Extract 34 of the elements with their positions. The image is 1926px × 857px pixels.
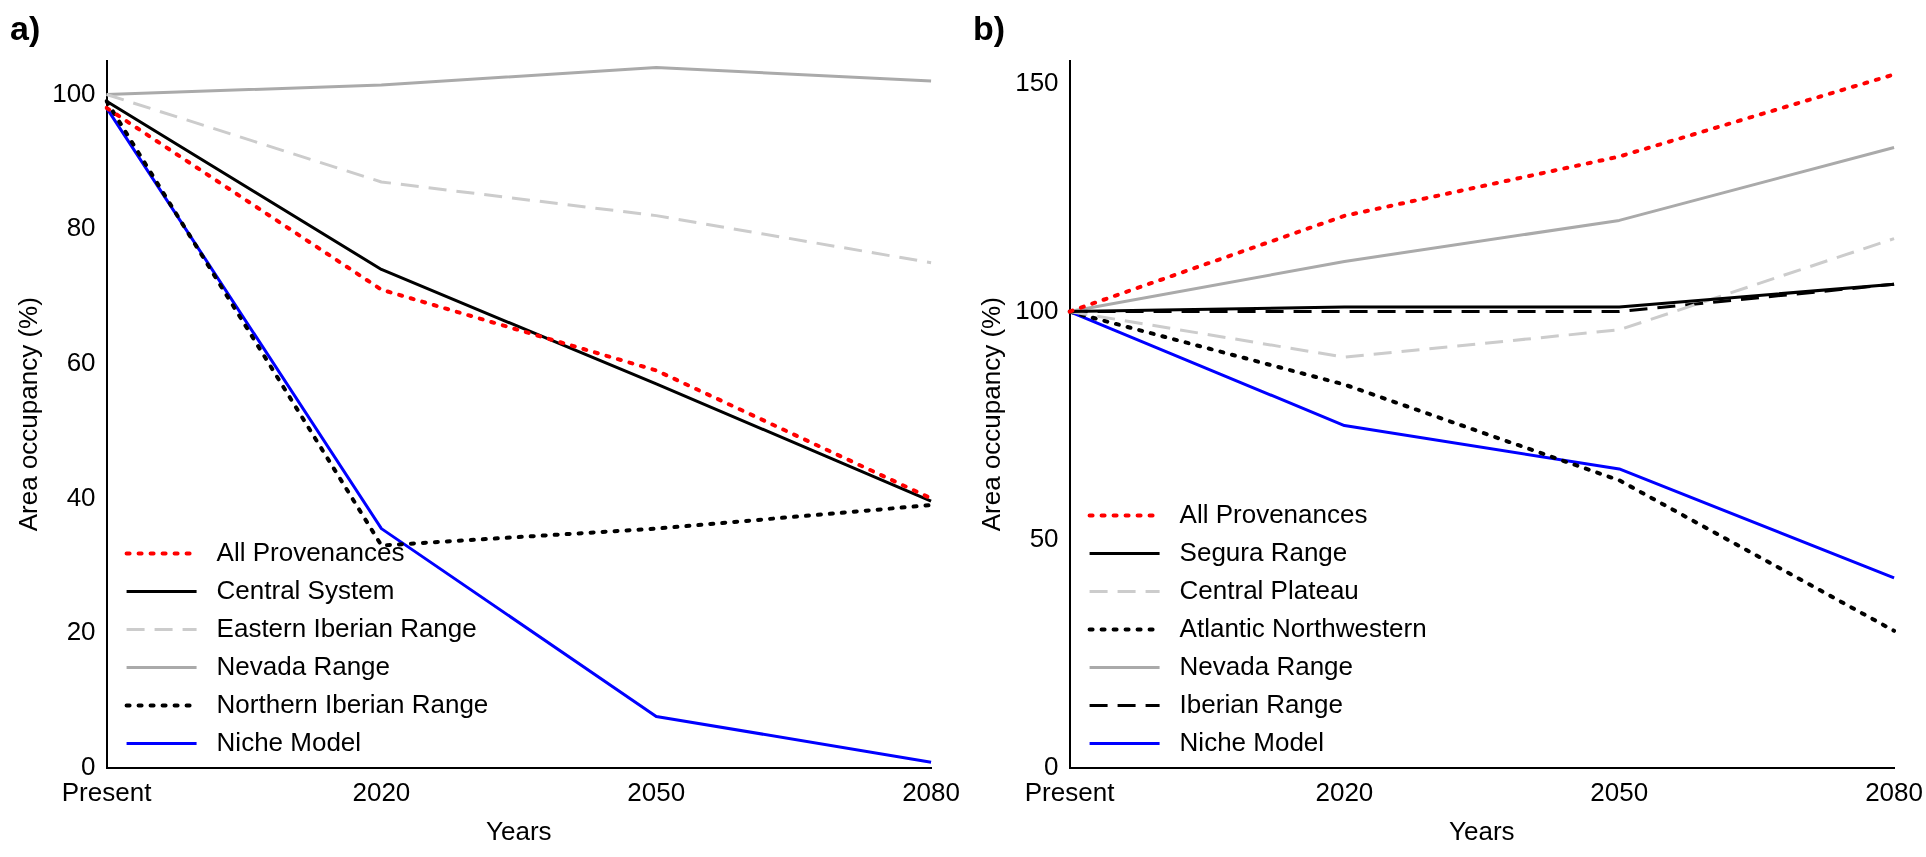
legend-label: Nevada Range [216,650,391,681]
y-tick-label: 60 [66,346,96,377]
legend-label: Central System [216,574,395,605]
legend-label: Northern Iberian Range [216,688,489,719]
x-tick-label: 2020 [352,777,411,808]
x-tick-label: 2020 [1315,777,1374,808]
x-axis-title: Years [486,815,552,846]
y-tick-label: 100 [1015,294,1059,325]
y-tick-label: 80 [66,212,96,243]
legend-label: All Provenances [1179,498,1368,529]
legend-label: Iberian Range [1179,688,1343,719]
legend-label: Niche Model [1179,726,1325,757]
x-tick-label: 2050 [627,777,686,808]
legend-label: All Provenances [216,536,405,567]
legend-label: Atlantic Northwestern [1179,612,1427,643]
legend-label: Nevada Range [1179,650,1354,681]
x-tick-label: 2050 [1590,777,1649,808]
chart-title: b) [973,8,1006,47]
y-tick-label: 40 [66,481,96,512]
y-tick-label: 150 [1015,66,1059,97]
legend-label: Central Plateau [1179,574,1359,605]
x-axis-title: Years [1449,815,1515,846]
x-tick-label: 2080 [902,777,960,808]
y-tick-label: 50 [1029,522,1059,553]
legend-label: Segura Range [1179,536,1348,567]
legend-label: Niche Model [216,726,362,757]
y-axis-title: Area occupancy (%) [12,297,43,532]
y-tick-label: 20 [66,616,96,647]
legend-label: Eastern Iberian Range [216,612,477,643]
chart-title: a) [10,8,41,47]
y-tick-label: 100 [52,77,96,108]
line-series [105,92,933,265]
y-axis-title: Area occupancy (%) [975,297,1006,532]
x-tick-label: 2080 [1865,777,1923,808]
